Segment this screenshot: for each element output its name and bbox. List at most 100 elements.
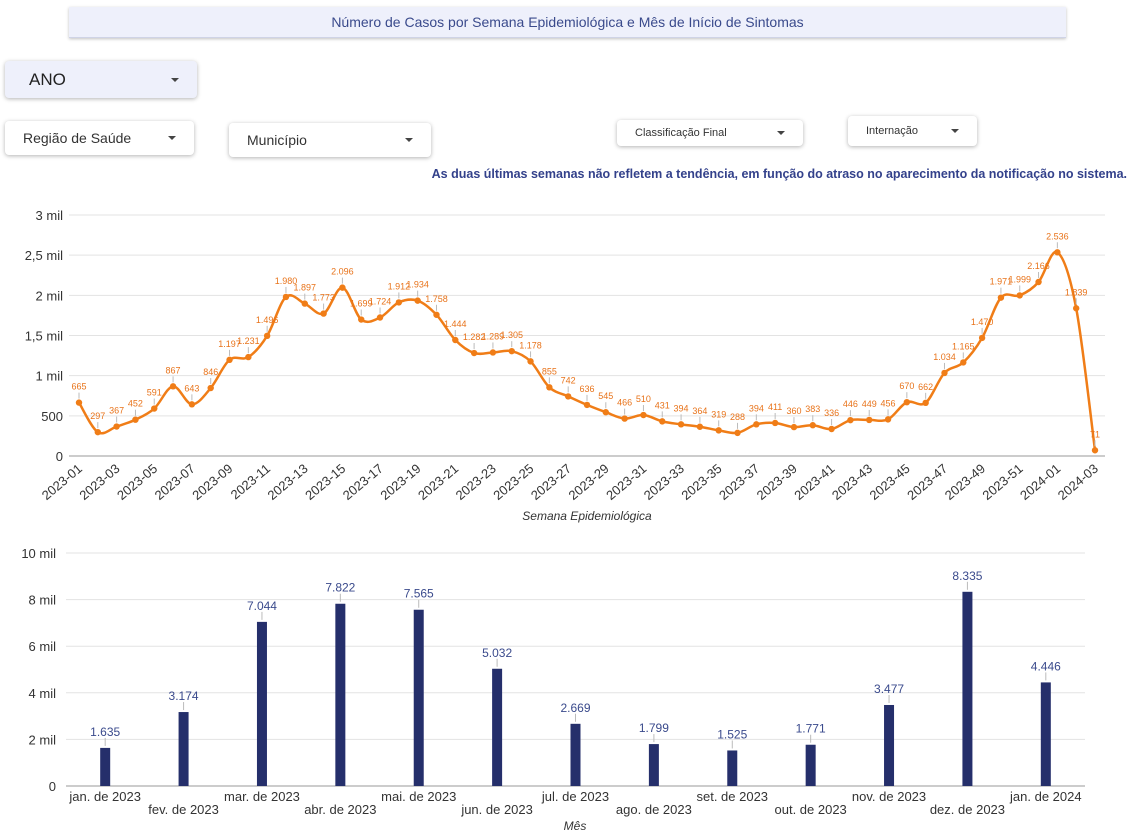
data-point[interactable]	[414, 297, 421, 304]
x-tick-label: 2023-37	[716, 461, 762, 503]
bar[interactable]	[335, 603, 346, 786]
data-point[interactable]	[376, 314, 384, 321]
data-point[interactable]	[790, 423, 798, 431]
classificacao-final-dropdown[interactable]: Classificação Final	[617, 120, 803, 146]
data-point[interactable]	[1054, 249, 1061, 256]
data-point[interactable]	[188, 401, 196, 408]
data-point[interactable]	[546, 384, 553, 391]
bar[interactable]	[805, 744, 816, 786]
data-point[interactable]	[132, 416, 139, 423]
bar[interactable]	[178, 712, 189, 786]
data-point[interactable]	[358, 316, 365, 323]
data-label: 1.771	[796, 722, 826, 736]
bar[interactable]	[727, 750, 738, 786]
data-point[interactable]	[151, 405, 158, 412]
data-point[interactable]	[245, 353, 252, 361]
data-point[interactable]	[753, 421, 760, 428]
data-point[interactable]	[395, 299, 403, 306]
data-point[interactable]	[866, 416, 873, 424]
ano-dropdown-label: ANO	[29, 69, 66, 89]
data-point[interactable]	[1016, 292, 1023, 299]
data-label: 71	[1090, 429, 1100, 439]
data-point[interactable]	[94, 428, 102, 436]
municipio-dropdown[interactable]: Município	[229, 123, 431, 157]
data-point[interactable]	[659, 418, 666, 425]
data-point[interactable]	[884, 416, 892, 423]
data-point[interactable]	[433, 311, 440, 318]
data-point[interactable]	[922, 399, 929, 407]
ano-dropdown[interactable]: ANO	[5, 61, 197, 98]
bar[interactable]	[100, 747, 111, 786]
data-point[interactable]	[621, 415, 628, 422]
data-label: 665	[71, 382, 86, 392]
data-label: 336	[824, 408, 839, 418]
data-point[interactable]	[1072, 305, 1080, 312]
data-point[interactable]	[226, 356, 233, 364]
chevron-down-icon	[168, 136, 176, 140]
data-label: 1.635	[90, 725, 120, 739]
data-point[interactable]	[564, 393, 572, 400]
data-point[interactable]	[301, 300, 308, 307]
data-point[interactable]	[771, 419, 779, 427]
data-point[interactable]	[527, 358, 534, 365]
data-point[interactable]	[677, 421, 685, 428]
data-label: 394	[674, 403, 689, 413]
data-point[interactable]	[489, 349, 497, 356]
data-point[interactable]	[696, 423, 704, 430]
data-label: 1.470	[971, 317, 994, 327]
data-label: 319	[711, 409, 726, 419]
data-label: 411	[768, 402, 782, 412]
data-point[interactable]	[715, 427, 722, 434]
regiao-saude-dropdown[interactable]: Região de Saúde	[5, 121, 194, 155]
data-point[interactable]	[828, 425, 835, 433]
y-tick-label: 0	[56, 449, 63, 464]
weekly-cases-line-chart: 0 500 1 mil 1,5 mil 2 mil 2,5 mil 3 mil 665 297 3…	[25, 208, 1105, 523]
data-point[interactable]	[734, 429, 741, 437]
data-point[interactable]	[452, 336, 459, 344]
data-point[interactable]	[960, 359, 967, 366]
data-point[interactable]	[207, 384, 214, 392]
data-point[interactable]	[320, 310, 327, 317]
data-point[interactable]	[903, 398, 911, 406]
data-label: 7.565	[404, 587, 434, 601]
bar[interactable]	[413, 609, 424, 786]
bar[interactable]	[570, 723, 581, 786]
data-point[interactable]	[809, 422, 816, 429]
x-tick-label: jan. de 2024	[1009, 789, 1082, 804]
internacao-dropdown[interactable]: Internação	[848, 116, 977, 146]
bar[interactable]	[492, 668, 503, 786]
data-point[interactable]	[169, 383, 177, 390]
data-point[interactable]	[602, 409, 610, 416]
bar[interactable]	[962, 591, 973, 786]
data-point[interactable]	[978, 334, 986, 342]
data-point[interactable]	[339, 284, 346, 291]
data-point[interactable]	[508, 347, 515, 355]
data-point[interactable]	[263, 332, 271, 340]
data-label: 1.999	[1008, 274, 1031, 284]
data-label: 1.178	[519, 340, 542, 350]
data-point[interactable]	[847, 416, 854, 424]
bar[interactable]	[1040, 682, 1051, 786]
data-label: 2.096	[331, 267, 354, 277]
x-tick-label: 2023-47	[904, 461, 950, 503]
data-label: 446	[843, 399, 858, 409]
data-point[interactable]	[75, 399, 83, 406]
data-point[interactable]	[997, 294, 1005, 301]
data-point[interactable]	[1035, 278, 1042, 286]
data-label: 1.305	[500, 330, 523, 340]
data-point[interactable]	[282, 293, 290, 301]
bar[interactable]	[256, 621, 267, 786]
bar[interactable]	[884, 704, 895, 786]
y-tick-label: 500	[41, 409, 63, 424]
x-axis-title: Mês	[564, 819, 587, 833]
data-point[interactable]	[583, 401, 591, 409]
data-point[interactable]	[941, 369, 948, 377]
data-label: 1.971	[990, 277, 1013, 287]
data-label: 1.699	[350, 299, 373, 309]
data-point[interactable]	[470, 349, 478, 357]
data-point[interactable]	[1091, 447, 1099, 454]
bar[interactable]	[648, 744, 659, 786]
data-point[interactable]	[113, 423, 120, 430]
data-point[interactable]	[640, 411, 647, 419]
regiao-saude-dropdown-label: Região de Saúde	[23, 130, 132, 146]
